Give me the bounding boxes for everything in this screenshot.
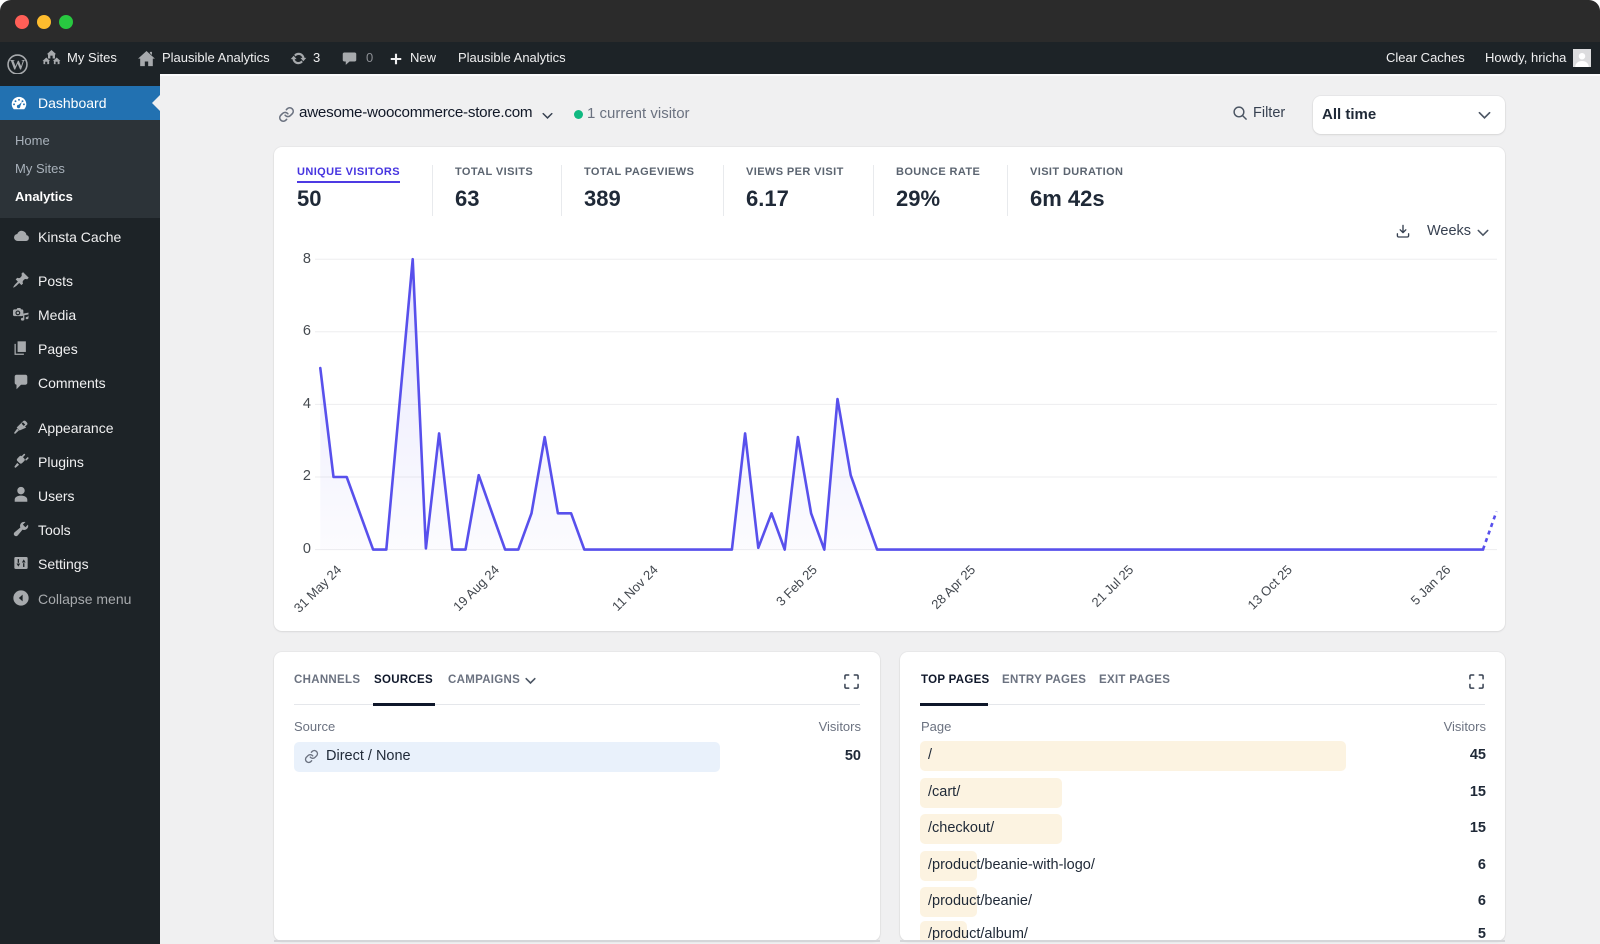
svg-text:W: W	[10, 56, 25, 73]
